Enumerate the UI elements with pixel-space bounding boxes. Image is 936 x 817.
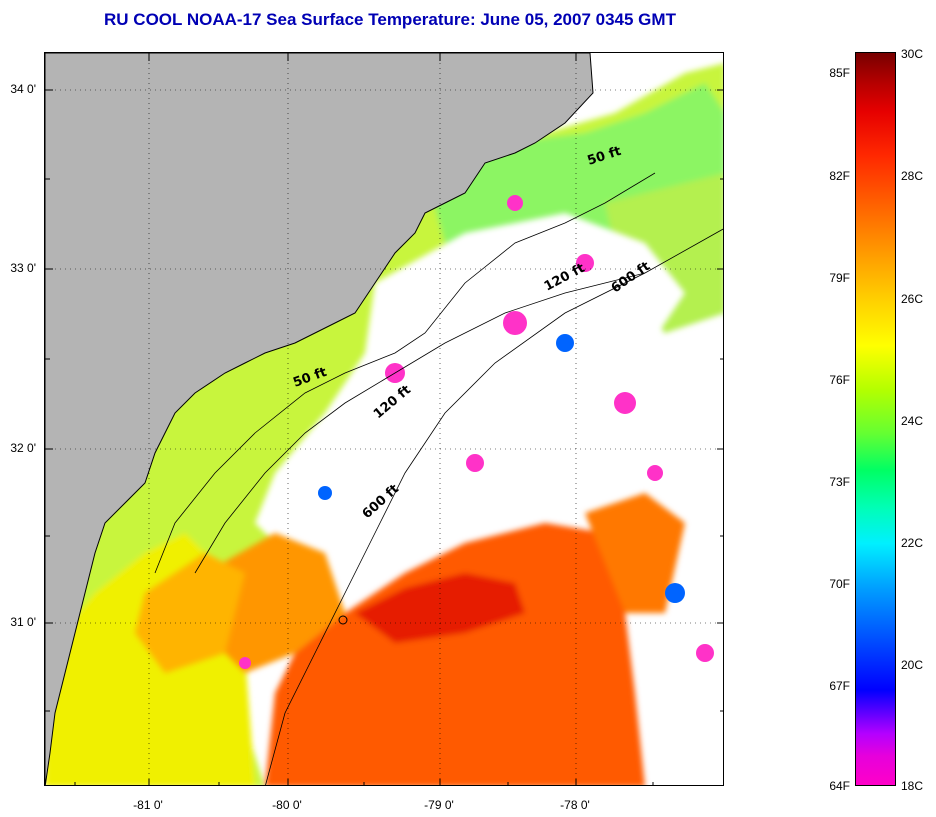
colorbar-label-26c: 26C	[901, 292, 924, 306]
colorbar-label-20c: 20C	[901, 658, 924, 672]
frame-ticks	[45, 53, 723, 785]
colorbar-label-73f: 73F	[829, 475, 850, 489]
isobaths	[154, 172, 723, 785]
colorbar-label-30c: 30C	[901, 47, 924, 61]
colorbar-label-82f: 82F	[829, 169, 850, 183]
longitude-label-78: -78 0'	[560, 798, 590, 812]
land	[45, 53, 594, 785]
sst-map: 50 ft 120 ft 600 ft 50 ft 120 ft 600 ft	[44, 52, 724, 786]
colorbar-label-85f: 85F	[829, 66, 850, 80]
colorbar-label-67f: 67F	[829, 679, 850, 693]
graticule	[45, 53, 723, 785]
temperature-colorbar	[855, 52, 896, 786]
longitude-label-80: -80 0'	[272, 798, 302, 812]
latitude-label-34: 34 0'	[10, 82, 36, 96]
colorbar-label-70f: 70F	[829, 577, 850, 591]
longitude-label-79: -79 0'	[424, 798, 454, 812]
latitude-label-31: 31 0'	[10, 615, 36, 629]
colorbar-label-64f: 64F	[829, 779, 850, 793]
colorbar-label-22c: 22C	[901, 536, 924, 550]
map-title: RU COOL NOAA-17 Sea Surface Temperature:…	[104, 10, 676, 29]
colorbar-label-28c: 28C	[901, 169, 924, 183]
colorbar-label-18c: 18C	[901, 779, 924, 793]
latitude-label-33: 33 0'	[10, 261, 36, 275]
sst-map-canvas: 50 ft 120 ft 600 ft 50 ft 120 ft 600 ft	[45, 53, 723, 785]
station-marker	[338, 615, 348, 625]
longitude-label-81: -81 0'	[133, 798, 163, 812]
colorbar-label-24c: 24C	[901, 414, 924, 428]
colorbar-label-76f: 76F	[829, 373, 850, 387]
colorbar-label-79f: 79F	[829, 271, 850, 285]
latitude-label-32: 32 0'	[10, 441, 36, 455]
